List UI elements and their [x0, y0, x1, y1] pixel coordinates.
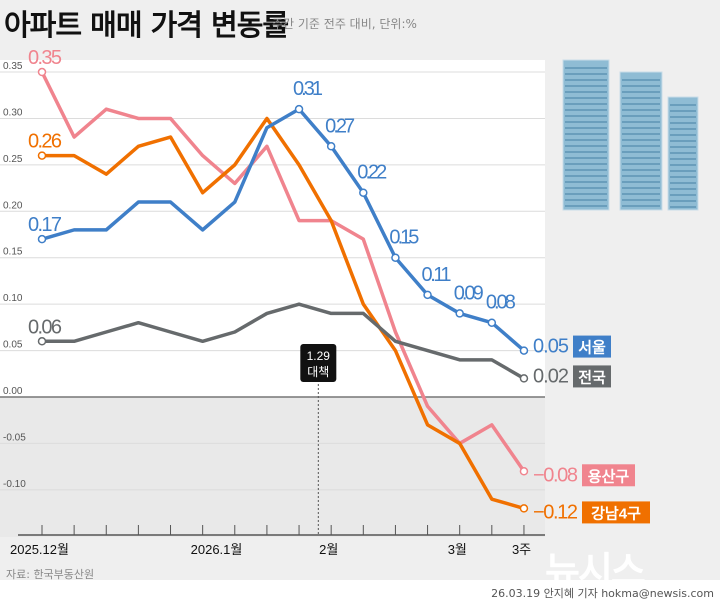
y-tick-label: 0.05: [3, 340, 23, 351]
y-tick-label: 0.25: [3, 154, 23, 165]
data-point: [37, 234, 47, 244]
data-label: 0.08: [486, 292, 516, 314]
data-point: [294, 104, 304, 114]
data-label: 0.27: [325, 115, 355, 137]
series-line-서울: [41, 107, 526, 352]
line-chart: 0.35 0.30 0.25 0.20 0.15 0.10 0.05 0.00 -0.05 -0.…: [0, 47, 699, 557]
data-label: 0.09: [454, 282, 484, 304]
y-tick-label: 0.10: [3, 293, 23, 304]
annotation-box: [300, 344, 337, 382]
data-point: [359, 188, 368, 197]
x-tick-label: 3주: [512, 542, 531, 557]
building-icon: [619, 71, 663, 211]
series-name-badge: [582, 464, 635, 487]
data-label: 0.06: [28, 316, 62, 338]
x-tick-label: 2월: [319, 542, 338, 557]
chart-subtitle: 주간 기준 전주 대비, 단위:%: [272, 17, 417, 31]
series-name-badge: [582, 501, 650, 524]
x-tick-label: 2026.1월: [191, 542, 243, 557]
series-name-badge: [573, 335, 611, 358]
data-label: 0.17: [28, 214, 62, 236]
data-point: [37, 151, 47, 160]
end-value-label: −0.12: [533, 501, 578, 523]
annotation-text: 대책: [307, 364, 329, 379]
y-tick-label: -0.10: [3, 479, 26, 490]
source-note: 자료: 한국부동산원: [6, 568, 95, 581]
end-value-label: −0.08: [533, 464, 578, 486]
newsis-logo: 뉴시스: [545, 549, 646, 593]
plot-negative-area: [0, 397, 545, 537]
chart-title: 아파트 매매 가격 변동률: [4, 8, 289, 42]
x-tick-label: 3월: [448, 542, 467, 557]
series-line-강남4구: [42, 116, 525, 511]
credit-line: 26.03.19 안지혜 기자 hokma@newsis.com: [491, 587, 714, 600]
data-point: [519, 346, 529, 355]
data-label: 0.15: [389, 227, 419, 249]
data-point: [519, 374, 529, 383]
data-point: [37, 337, 47, 346]
data-label: 0.11: [422, 264, 452, 286]
data-label: 0.31: [293, 78, 323, 100]
y-tick-label: 0.15: [3, 247, 23, 258]
data-label: 0.22: [357, 162, 387, 184]
data-point: [423, 290, 432, 300]
data-point: [519, 467, 529, 476]
data-point: [519, 504, 529, 513]
y-tick-label: 0.30: [3, 107, 23, 118]
data-point: [391, 253, 400, 262]
data-point: [37, 67, 47, 77]
end-value-label: 0.05: [533, 336, 569, 358]
series-name-label: 서울: [578, 340, 606, 357]
annotation-text: 1.29: [307, 349, 331, 363]
y-tick-label: -0.05: [3, 432, 26, 443]
y-tick-label: 0.00: [3, 386, 23, 397]
series-name-label: 전국: [578, 369, 606, 386]
data-point: [455, 309, 464, 318]
series-name-label: 강남4구: [591, 504, 641, 522]
data-label: 0.26: [28, 131, 62, 153]
data-point: [326, 142, 336, 151]
series-line-용산구: [40, 71, 526, 473]
series-line-전국: [42, 302, 525, 380]
end-value-label: 0.02: [533, 365, 569, 387]
series-name-badge: [573, 365, 611, 388]
building-icon: [562, 59, 610, 211]
data-point: [487, 318, 497, 327]
y-tick-label: 0.20: [3, 200, 23, 211]
series-name-label: 용산구: [588, 468, 630, 485]
data-label: 0.35: [28, 47, 62, 69]
y-tick-label: 0.35: [3, 61, 23, 72]
x-tick-label: 2025.12월: [10, 542, 69, 557]
